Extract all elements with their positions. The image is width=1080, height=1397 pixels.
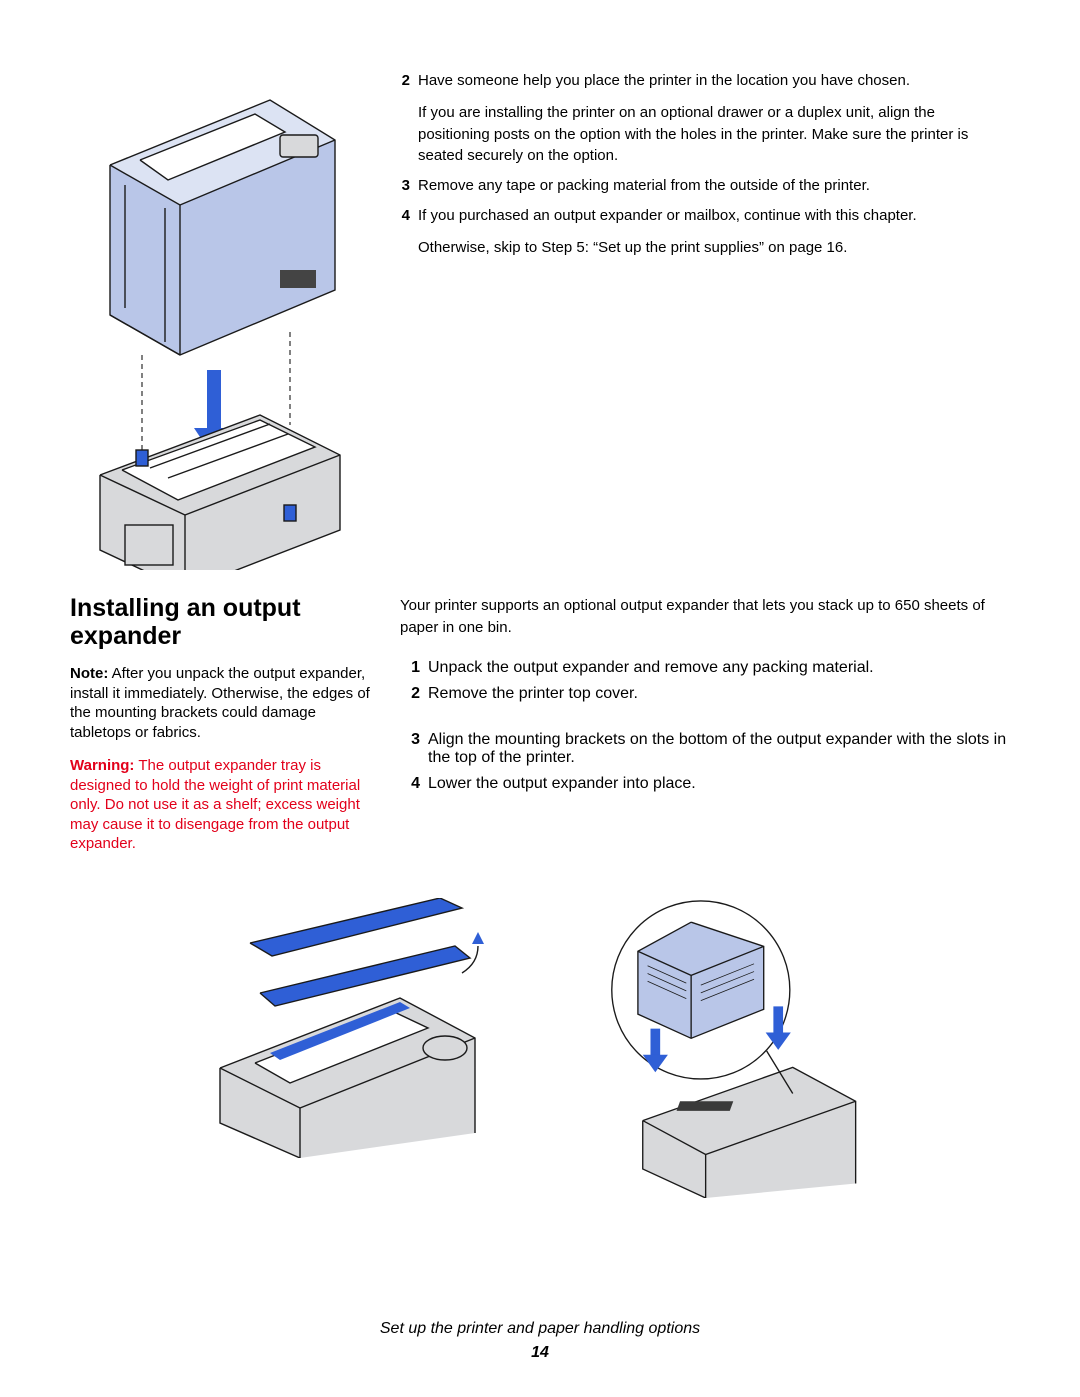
step-text: Remove any tape or packing material from… xyxy=(418,175,1010,197)
footer-title: Set up the printer and paper handling op… xyxy=(0,1320,1080,1338)
step-text: Remove the printer top cover. xyxy=(428,685,1010,703)
printer-on-drawer-figure xyxy=(70,70,360,570)
step-text: Lower the output expander into place. xyxy=(428,775,1010,793)
top-steps: 2 Have someone help you place the printe… xyxy=(390,70,1010,570)
step-text: If you purchased an output expander or m… xyxy=(418,205,1010,227)
step-number: 3 xyxy=(390,175,410,197)
intro-paragraph: Your printer supports an optional output… xyxy=(400,595,1010,639)
warning-label: Warning: xyxy=(70,757,134,774)
note-paragraph: Note: After you unpack the output expand… xyxy=(70,664,370,742)
step-number: 2 xyxy=(390,70,410,92)
footer-page-number: 14 xyxy=(0,1344,1080,1362)
steps-group-b: 3 Align the mounting brackets on the bot… xyxy=(400,731,1010,793)
step-text: Have someone help you place the printer … xyxy=(418,70,1010,92)
remove-cover-figure xyxy=(200,898,490,1158)
step-sub-paragraph: If you are installing the printer on an … xyxy=(418,102,1010,167)
step-number: 4 xyxy=(400,775,420,793)
expander-align-figure xyxy=(570,898,880,1198)
note-text: After you unpack the output expander, in… xyxy=(70,665,370,741)
step-text: Align the mounting brackets on the botto… xyxy=(428,731,1010,767)
step-sub-paragraph: Otherwise, skip to Step 5: “Set up the p… xyxy=(418,237,1010,259)
step-number: 3 xyxy=(400,731,420,767)
step-number: 1 xyxy=(400,659,420,677)
step-number: 2 xyxy=(400,685,420,703)
warning-paragraph: Warning: The output expander tray is des… xyxy=(70,756,370,854)
step-text: Unpack the output expander and remove an… xyxy=(428,659,1010,677)
note-label: Note: xyxy=(70,665,108,682)
section-heading: Installing an output expander xyxy=(70,595,370,650)
steps-group-a: 1 Unpack the output expander and remove … xyxy=(400,659,1010,703)
step-number: 4 xyxy=(390,205,410,227)
page-footer: Set up the printer and paper handling op… xyxy=(0,1320,1080,1362)
